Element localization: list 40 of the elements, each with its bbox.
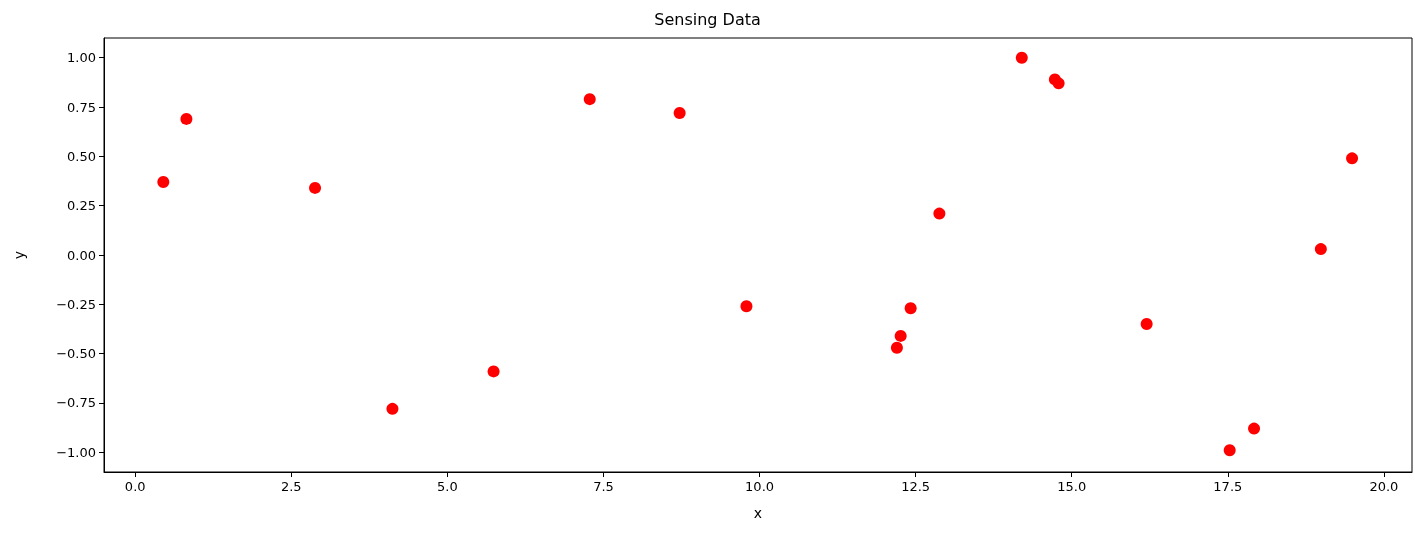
- point: [1248, 422, 1261, 435]
- y-axis-title: y: [11, 250, 27, 260]
- x-tick-label: 5.0: [437, 479, 458, 494]
- chart-title: Sensing Data: [654, 9, 761, 29]
- x-tick-label: 15.0: [1057, 479, 1087, 494]
- x-tick-label: 12.5: [901, 479, 931, 494]
- x-axis-title: x: [753, 505, 763, 521]
- point: [673, 106, 686, 119]
- y-tick-label: −0.75: [56, 395, 96, 411]
- x-tick-label: 20.0: [1369, 479, 1399, 494]
- y-tick-label: 0.75: [67, 99, 96, 115]
- x-tick-label: 7.5: [593, 479, 614, 494]
- x-tick-label: 0.0: [124, 479, 146, 494]
- point: [1314, 243, 1327, 256]
- point: [890, 341, 903, 354]
- point: [386, 402, 399, 415]
- y-tick-label: −0.50: [56, 346, 96, 362]
- point: [180, 112, 193, 125]
- point: [1346, 152, 1359, 165]
- x-tick-label: 17.5: [1213, 479, 1243, 494]
- point: [894, 329, 907, 342]
- point: [1140, 318, 1153, 331]
- point: [583, 93, 596, 106]
- point: [1015, 51, 1028, 64]
- x-tick-label: 10.0: [745, 479, 775, 494]
- point: [1052, 77, 1065, 90]
- point: [740, 300, 753, 313]
- point: [487, 365, 500, 378]
- y-tick-label: 0.00: [67, 247, 96, 263]
- x-tick-label: 2.5: [280, 479, 302, 494]
- point: [904, 302, 917, 315]
- point: [157, 176, 170, 189]
- y-tick-label: 1.00: [67, 50, 96, 66]
- point: [1223, 444, 1236, 457]
- point: [309, 181, 322, 194]
- y-tick-label: −1.00: [56, 444, 96, 460]
- y-tick-label: 0.50: [67, 148, 96, 164]
- y-tick-label: 0.25: [67, 198, 96, 214]
- y-tick-label: −0.25: [56, 296, 96, 312]
- point: [933, 207, 946, 220]
